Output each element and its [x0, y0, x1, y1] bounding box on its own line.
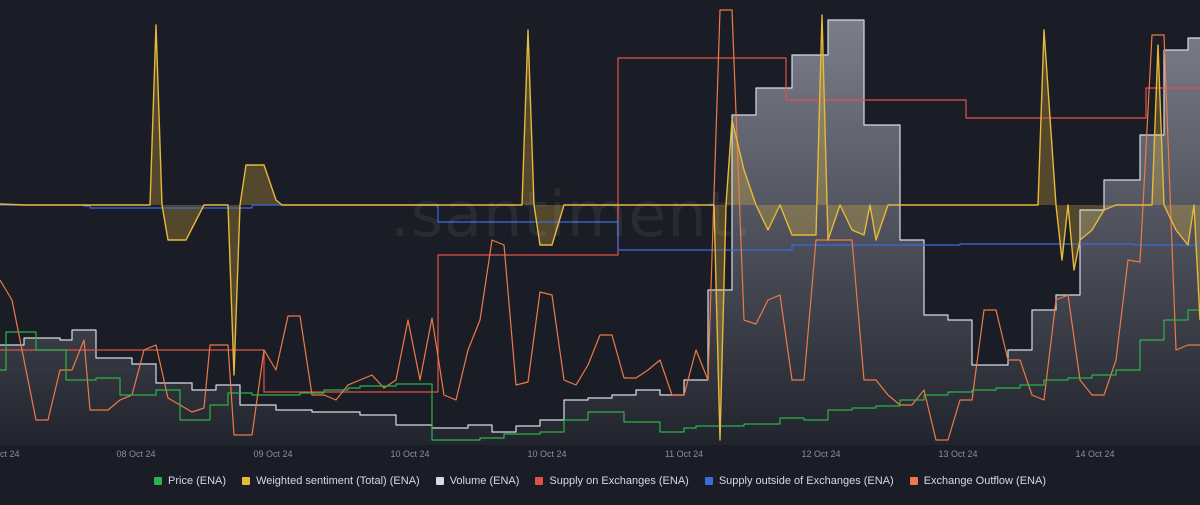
legend-label: Volume (ENA) — [449, 475, 520, 487]
x-tick-label: 07 Oct 24 — [0, 449, 20, 459]
legend-swatch — [435, 477, 444, 485]
x-tick-label: 12 Oct 24 — [801, 449, 840, 459]
legend-label: Supply outside of Exchanges (ENA) — [718, 475, 894, 487]
legend-label: Exchange Outflow (ENA) — [923, 475, 1046, 487]
x-tick-label: 11 Oct 24 — [665, 449, 703, 459]
legend-label: Supply on Exchanges (ENA) — [549, 475, 689, 487]
x-tick-label: 14 Oct 24 — [1075, 449, 1114, 459]
x-tick-label: 08 Oct 24 — [116, 449, 155, 459]
x-tick-label: 10 Oct 24 — [390, 449, 429, 459]
legend-swatch — [909, 477, 918, 485]
series-line-outflow — [0, 9, 1200, 441]
series-line-price — [0, 305, 1200, 441]
legend-item-supply_out[interactable]: Supply outside of Exchanges (ENA) — [704, 475, 894, 487]
legend-item-volume[interactable]: Volume (ENA) — [435, 475, 520, 487]
legend-swatch — [704, 477, 713, 485]
legend-swatch — [154, 477, 162, 485]
chart-legend: Price (ENA) Weighted sentiment (Total) (E… — [0, 472, 1200, 490]
series-line-supply_on — [0, 57, 1200, 393]
series-line-sentiment — [0, 14, 1200, 441]
legend-item-sentiment[interactable]: Weighted sentiment (Total) (ENA) — [242, 475, 420, 487]
x-tick-label: 09 Oct 24 — [253, 449, 292, 459]
legend-item-supply_on[interactable]: Supply on Exchanges (ENA) — [535, 475, 689, 487]
legend-label: Weighted sentiment (Total) (ENA) — [256, 475, 420, 487]
series-line-supply_out — [0, 204, 1200, 251]
x-tick-label: 10 Oct 24 — [527, 449, 566, 459]
legend-item-outflow[interactable]: Exchange Outflow (ENA) — [909, 475, 1046, 487]
legend-swatch — [535, 477, 544, 485]
legend-label: Price (ENA) — [168, 475, 227, 487]
legend-swatch — [242, 477, 251, 485]
x-tick-label: 13 Oct 24 — [938, 449, 977, 459]
legend-item-price[interactable]: Price (ENA) — [154, 475, 226, 487]
series-line-volume — [0, 19, 1200, 433]
